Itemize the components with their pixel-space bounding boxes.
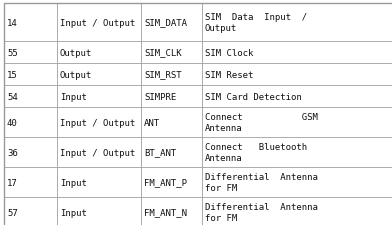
Bar: [57, 167, 141, 197]
Bar: [4, 197, 57, 225]
Bar: [57, 4, 141, 42]
Bar: [57, 137, 141, 167]
Text: Input: Input: [60, 208, 87, 216]
Bar: [202, 86, 392, 108]
Text: SIM_DATA: SIM_DATA: [144, 18, 187, 27]
Text: BT_ANT: BT_ANT: [144, 148, 176, 157]
Bar: [141, 42, 202, 64]
Text: Connect   Bluetooth
Antenna: Connect Bluetooth Antenna: [205, 142, 307, 162]
Text: SIMPRE: SIMPRE: [144, 92, 176, 101]
Text: SIM Card Detection: SIM Card Detection: [205, 92, 302, 101]
Text: Connect           GSM
Antenna: Connect GSM Antenna: [205, 113, 318, 132]
Bar: [141, 4, 202, 42]
Text: Output: Output: [60, 70, 92, 79]
Text: 17: 17: [7, 178, 18, 187]
Bar: [4, 86, 57, 108]
Text: Input / Output: Input / Output: [60, 118, 135, 127]
Text: SIM_RST: SIM_RST: [144, 70, 182, 79]
Bar: [202, 4, 392, 42]
Text: 36: 36: [7, 148, 18, 157]
Bar: [141, 137, 202, 167]
Text: Input / Output: Input / Output: [60, 148, 135, 157]
Bar: [141, 86, 202, 108]
Bar: [57, 108, 141, 137]
Text: 54: 54: [7, 92, 18, 101]
Bar: [141, 167, 202, 197]
Text: FM_ANT_N: FM_ANT_N: [144, 208, 187, 216]
Bar: [4, 64, 57, 86]
Bar: [202, 167, 392, 197]
Text: Input / Output: Input / Output: [60, 18, 135, 27]
Text: Differential  Antenna
for FM: Differential Antenna for FM: [205, 172, 318, 192]
Bar: [202, 137, 392, 167]
Bar: [202, 64, 392, 86]
Bar: [57, 42, 141, 64]
Bar: [4, 42, 57, 64]
Bar: [57, 64, 141, 86]
Text: Input: Input: [60, 178, 87, 187]
Bar: [141, 64, 202, 86]
Text: ANT: ANT: [144, 118, 160, 127]
Bar: [141, 197, 202, 225]
Text: Differential  Antenna
for FM: Differential Antenna for FM: [205, 202, 318, 222]
Text: Output: Output: [60, 48, 92, 57]
Bar: [202, 108, 392, 137]
Text: 15: 15: [7, 70, 18, 79]
Text: 14: 14: [7, 18, 18, 27]
Text: SIM  Data  Input  /
Output: SIM Data Input / Output: [205, 13, 307, 33]
Bar: [4, 137, 57, 167]
Text: SIM Clock: SIM Clock: [205, 48, 253, 57]
Text: Input: Input: [60, 92, 87, 101]
Text: 40: 40: [7, 118, 18, 127]
Bar: [202, 42, 392, 64]
Text: SIM_CLK: SIM_CLK: [144, 48, 182, 57]
Text: SIM Reset: SIM Reset: [205, 70, 253, 79]
Bar: [4, 4, 57, 42]
Bar: [4, 167, 57, 197]
Bar: [141, 108, 202, 137]
Text: 55: 55: [7, 48, 18, 57]
Bar: [57, 86, 141, 108]
Text: FM_ANT_P: FM_ANT_P: [144, 178, 187, 187]
Bar: [57, 197, 141, 225]
Bar: [4, 108, 57, 137]
Bar: [202, 197, 392, 225]
Text: 57: 57: [7, 208, 18, 216]
